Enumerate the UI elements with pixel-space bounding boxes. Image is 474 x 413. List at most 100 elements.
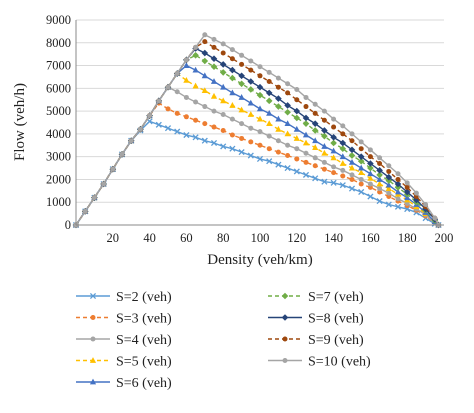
- data-point: [385, 185, 392, 191]
- x-tick-label: 80: [217, 231, 230, 245]
- legend-marker: [281, 314, 289, 321]
- legend-label: S=10 (veh): [308, 355, 371, 370]
- legend-marker: [282, 358, 288, 363]
- data-point: [266, 158, 273, 165]
- x-tick-label: 120: [287, 231, 306, 245]
- data-point: [165, 84, 171, 90]
- data-point: [82, 208, 88, 214]
- y-tick-label: 0: [65, 218, 71, 232]
- data-point: [211, 108, 217, 114]
- data-point: [238, 106, 245, 113]
- data-point: [91, 195, 97, 201]
- data-point: [183, 57, 189, 63]
- data-point: [358, 164, 365, 171]
- data-point: [367, 184, 373, 190]
- data-point: [303, 94, 309, 100]
- data-point: [229, 132, 235, 138]
- data-point: [174, 110, 180, 116]
- data-point: [229, 145, 236, 152]
- data-point: [183, 94, 189, 100]
- series-1: [72, 118, 442, 229]
- data-point: [275, 149, 281, 155]
- series-line: [75, 40, 440, 226]
- data-point: [174, 89, 180, 95]
- data-point: [284, 120, 291, 127]
- data-point: [266, 79, 272, 84]
- data-point: [358, 139, 364, 145]
- data-point: [275, 75, 281, 81]
- data-point: [193, 117, 199, 123]
- data-point: [294, 156, 300, 162]
- data-point: [229, 74, 236, 82]
- legend-label: S=8 (veh): [308, 312, 364, 327]
- data-point: [192, 134, 199, 141]
- legend-item: S=5 (veh): [76, 355, 172, 370]
- data-point: [201, 49, 209, 57]
- data-point: [285, 142, 291, 148]
- data-point: [238, 80, 245, 88]
- data-point: [220, 41, 226, 47]
- data-point: [229, 47, 235, 53]
- data-point: [256, 83, 264, 91]
- data-point: [367, 147, 373, 153]
- data-point: [302, 139, 310, 146]
- data-point: [294, 86, 300, 92]
- data-point: [193, 44, 199, 50]
- series-8: [73, 39, 441, 228]
- data-point: [340, 123, 346, 129]
- x-tick-label: 100: [251, 231, 270, 245]
- data-point: [348, 164, 356, 171]
- data-point: [247, 111, 254, 117]
- data-point: [367, 170, 374, 177]
- legend-marker: [281, 292, 289, 300]
- data-point: [358, 176, 364, 182]
- data-point: [265, 89, 273, 97]
- x-tick-label: 20: [107, 231, 120, 245]
- data-point: [312, 175, 319, 182]
- data-point: [210, 63, 218, 70]
- data-point: [256, 91, 264, 99]
- data-point: [321, 132, 328, 140]
- data-point: [340, 167, 346, 173]
- data-point: [377, 161, 383, 166]
- legend-item: S=7 (veh): [268, 290, 364, 305]
- data-point: [294, 97, 300, 103]
- data-point: [367, 193, 374, 200]
- data-point: [367, 174, 374, 181]
- data-point: [312, 155, 318, 161]
- data-point: [331, 164, 337, 170]
- legend-label: S=6 (veh): [116, 376, 172, 391]
- data-point: [376, 176, 383, 182]
- data-point: [377, 189, 383, 195]
- data-point: [238, 94, 245, 100]
- data-point: [376, 167, 383, 174]
- data-point: [302, 120, 310, 127]
- legend-item: S=6 (veh): [76, 376, 172, 391]
- data-point: [146, 118, 153, 125]
- data-point: [386, 168, 392, 174]
- data-point: [202, 121, 208, 127]
- data-point: [183, 76, 190, 83]
- data-point: [376, 171, 383, 179]
- data-point: [367, 160, 374, 167]
- data-point: [432, 215, 438, 221]
- data-point: [312, 163, 318, 169]
- data-point: [266, 69, 272, 75]
- data-point: [201, 87, 208, 94]
- data-point: [247, 86, 255, 93]
- data-point: [385, 201, 392, 208]
- data-point: [376, 180, 383, 187]
- y-tick-label: 1000: [46, 195, 71, 209]
- x-tick-label: 60: [180, 231, 193, 245]
- data-point: [395, 196, 401, 202]
- series-7: [72, 45, 442, 229]
- legend-marker: [90, 315, 96, 320]
- data-point: [101, 181, 107, 187]
- data-point: [302, 114, 310, 122]
- data-point: [256, 155, 264, 163]
- x-tick-label: 40: [143, 231, 156, 245]
- data-point: [376, 198, 383, 205]
- x-tick-label: 160: [361, 231, 380, 245]
- data-point: [285, 153, 291, 159]
- data-point: [229, 89, 236, 96]
